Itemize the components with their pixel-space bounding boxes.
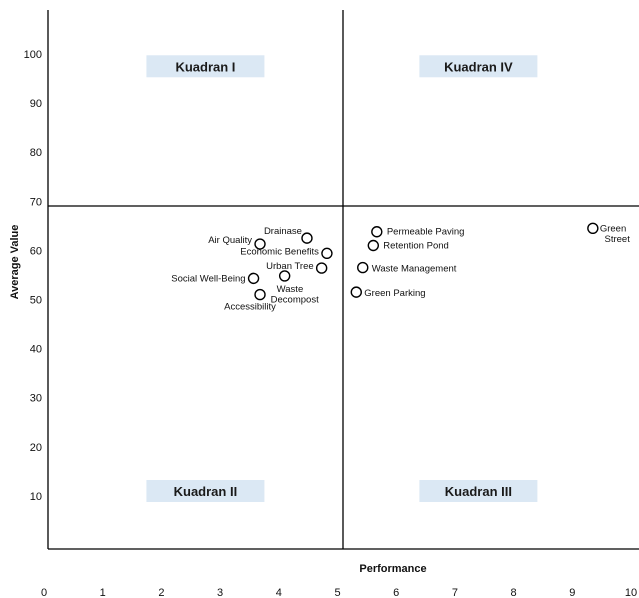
quadrant-box (419, 55, 538, 78)
y-tick-label: 40 (30, 344, 42, 356)
data-point-label: Green Parking (364, 288, 425, 299)
y-axis-title: Average Value (9, 225, 21, 300)
y-tick-label: 100 (24, 49, 42, 61)
x-tick-label: 9 (569, 587, 575, 598)
y-tick-label: 20 (30, 442, 42, 454)
quadrant-label: Kuadran IV (444, 59, 513, 74)
data-point-label: Economic Benefits (240, 246, 319, 257)
quadrant-box (419, 479, 538, 502)
data-point-marker (254, 238, 266, 250)
data-point-label: Permeable Paving (387, 227, 465, 238)
data-point-label: Retention Pond (383, 240, 449, 251)
x-tick-label: 7 (452, 587, 458, 598)
x-tick-label: 10 (625, 587, 637, 598)
data-point-marker (247, 272, 260, 285)
data-point-label: Social Well-Being (171, 273, 245, 284)
x-tick-label: 5 (334, 587, 340, 598)
data-point-label: Waste Management (372, 264, 457, 275)
y-tick-label: 80 (30, 147, 42, 159)
y-tick-label: 60 (30, 245, 42, 257)
y-tick-label: 70 (30, 196, 42, 208)
quadrant-label: Kuadran I (175, 59, 235, 74)
quadrant-box (146, 55, 265, 78)
data-point-marker (367, 239, 380, 252)
y-tick-label: 90 (30, 98, 42, 110)
y-tick-label: 10 (30, 491, 42, 503)
x-tick-label: 6 (393, 587, 399, 598)
data-point-marker (315, 262, 328, 274)
data-point-marker (301, 232, 313, 244)
data-point-label: Drainase (264, 226, 302, 237)
data-point-marker (350, 286, 362, 298)
x-axis-title: Performance (359, 563, 426, 575)
data-point-marker (357, 261, 369, 274)
data-point-label: Accessibility (224, 302, 276, 313)
y-tick-label: 50 (30, 295, 42, 307)
x-tick-label: 2 (158, 587, 164, 598)
data-point-marker (254, 288, 266, 301)
quadrant-label: Kuadran II (174, 484, 238, 499)
x-tick-label: 4 (276, 587, 282, 598)
quadrant-label: Kuadran III (445, 484, 512, 499)
data-point-marker (371, 226, 383, 238)
data-point-label: Green Street (600, 223, 630, 245)
x-tick-label: 1 (100, 587, 106, 598)
data-point-label: Waste Decompost (271, 284, 319, 306)
quadrant-box (146, 479, 265, 502)
data-point-label: Urban Tree (266, 261, 314, 272)
data-point-marker (278, 270, 291, 282)
y-tick-label: 30 (30, 393, 42, 405)
data-point-marker (587, 222, 599, 235)
x-tick-label: 8 (511, 587, 517, 598)
data-point-label: Air Quality (208, 235, 252, 246)
data-point-marker (321, 247, 333, 260)
x-tick-label: 0 (41, 587, 47, 598)
x-tick-label: 3 (217, 587, 223, 598)
